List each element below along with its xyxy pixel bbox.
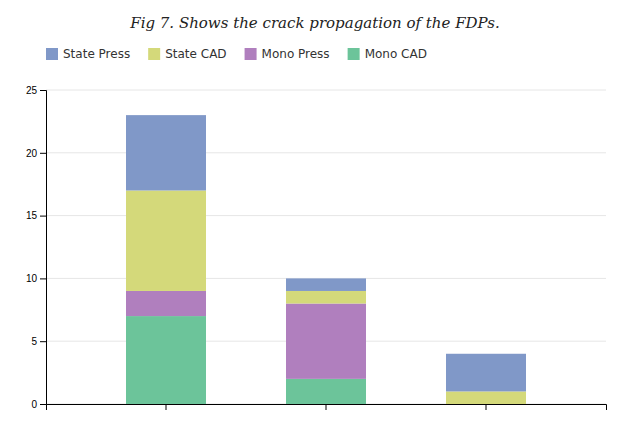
bars: [126, 115, 526, 404]
bar-segment: [446, 391, 526, 404]
x-tick: [326, 404, 327, 410]
bar-segment: [126, 115, 206, 190]
y-tick: 0: [31, 399, 46, 410]
y-tick-mark: [40, 341, 46, 342]
x-axis-line: [47, 405, 607, 411]
grid-line: [46, 90, 606, 91]
legend-swatch: [245, 48, 257, 60]
legend-item: Mono CAD: [348, 47, 427, 61]
bar-segment: [446, 354, 526, 392]
x-tick-mark: [486, 404, 487, 410]
legend-label: State Press: [63, 47, 130, 61]
y-tick: 5: [31, 336, 46, 347]
x-tick: [166, 404, 167, 410]
legend-label: State CAD: [165, 47, 226, 61]
y-tick-label: 25: [26, 85, 38, 96]
y-tick-label: 20: [26, 148, 38, 159]
y-tick: 25: [26, 85, 46, 96]
bar-segment: [286, 379, 366, 404]
legend: State Press State CAD Mono Press Mono CAD: [46, 47, 427, 61]
x-tick-mark: [166, 404, 167, 410]
bar-segment: [126, 316, 206, 404]
plot: 0 5 10 15 20 25: [26, 85, 607, 410]
y-tick: 15: [26, 210, 46, 221]
bar-segment: [286, 304, 366, 379]
y-tick-mark: [40, 404, 46, 405]
bar-segment: [286, 291, 366, 304]
y-tick-label: 10: [26, 273, 38, 284]
legend-label: Mono Press: [262, 47, 330, 61]
y-tick: 20: [26, 148, 46, 159]
y-tick: 10: [26, 273, 46, 284]
y-tick-mark: [40, 278, 46, 279]
y-tick-label: 15: [26, 210, 38, 221]
y-axis: 0 5 10 15 20 25: [26, 85, 47, 410]
grid: [46, 90, 606, 404]
y-axis-line: [40, 91, 47, 405]
y-tick-mark: [40, 216, 46, 217]
legend-swatch: [148, 48, 160, 60]
y-tick-mark: [40, 90, 46, 91]
y-tick-label: 0: [31, 399, 37, 410]
y-tick-label: 5: [31, 336, 37, 347]
bar-segment: [126, 291, 206, 316]
legend-swatch: [46, 48, 58, 60]
legend-label: Mono CAD: [365, 47, 427, 61]
bar-segment: [286, 278, 366, 291]
x-tick: [486, 404, 487, 410]
x-tick-mark: [326, 404, 327, 410]
legend-swatch: [348, 48, 360, 60]
bar-segment: [126, 190, 206, 290]
title: Fig 7. Shows the crack propagation of th…: [129, 14, 500, 32]
x-axis: [47, 404, 607, 410]
legend-item: State CAD: [148, 47, 226, 61]
legend-item: Mono Press: [245, 47, 330, 61]
legend-item: State Press: [46, 47, 130, 61]
y-tick-mark: [40, 153, 46, 154]
chart: Fig 7. Shows the crack propagation of th…: [0, 0, 630, 434]
